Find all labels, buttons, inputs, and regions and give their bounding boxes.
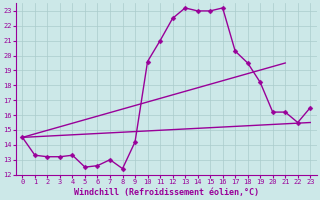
X-axis label: Windchill (Refroidissement éolien,°C): Windchill (Refroidissement éolien,°C) [74, 188, 259, 197]
